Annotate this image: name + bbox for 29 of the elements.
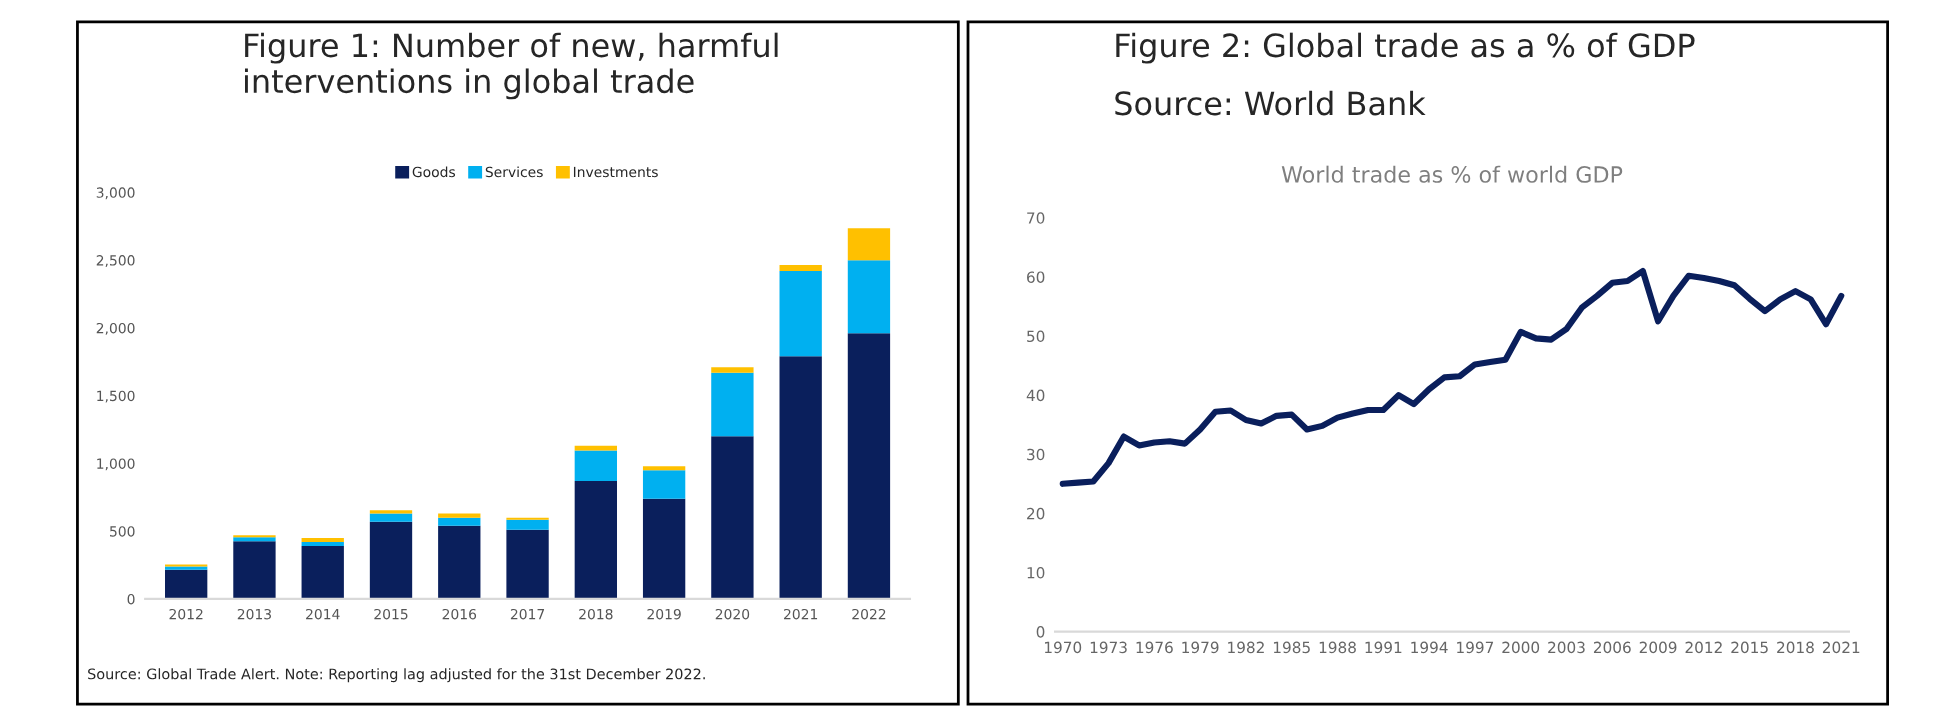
bar [574,450,617,482]
bar [165,569,208,599]
bar [301,537,344,543]
bar [301,546,344,599]
bar [506,519,549,530]
bar [711,436,754,599]
bar [642,498,686,599]
bar [847,228,891,261]
bar [847,260,891,334]
bar [711,367,754,373]
chart-subtitle: World trade as % of world GDP [1281,165,1623,183]
bar [369,521,413,599]
bar [642,470,686,499]
chart-title: Figure 2: Global trade as a % of GDP [1116,32,1695,64]
bar [369,513,413,522]
bar [574,481,617,599]
bar [574,445,617,451]
bar [779,270,822,357]
source-note: Source: World Bank [1115,90,1426,116]
line-series [1059,267,1845,487]
bar [779,264,822,271]
chart-title: Figure 1: Number of new, harmful interventions in global trade [245,32,778,100]
bar [438,517,481,526]
bar [779,356,822,599]
bar [711,372,754,437]
bar [847,333,891,599]
bar [506,529,549,599]
bar [438,525,481,599]
bar [233,541,276,599]
